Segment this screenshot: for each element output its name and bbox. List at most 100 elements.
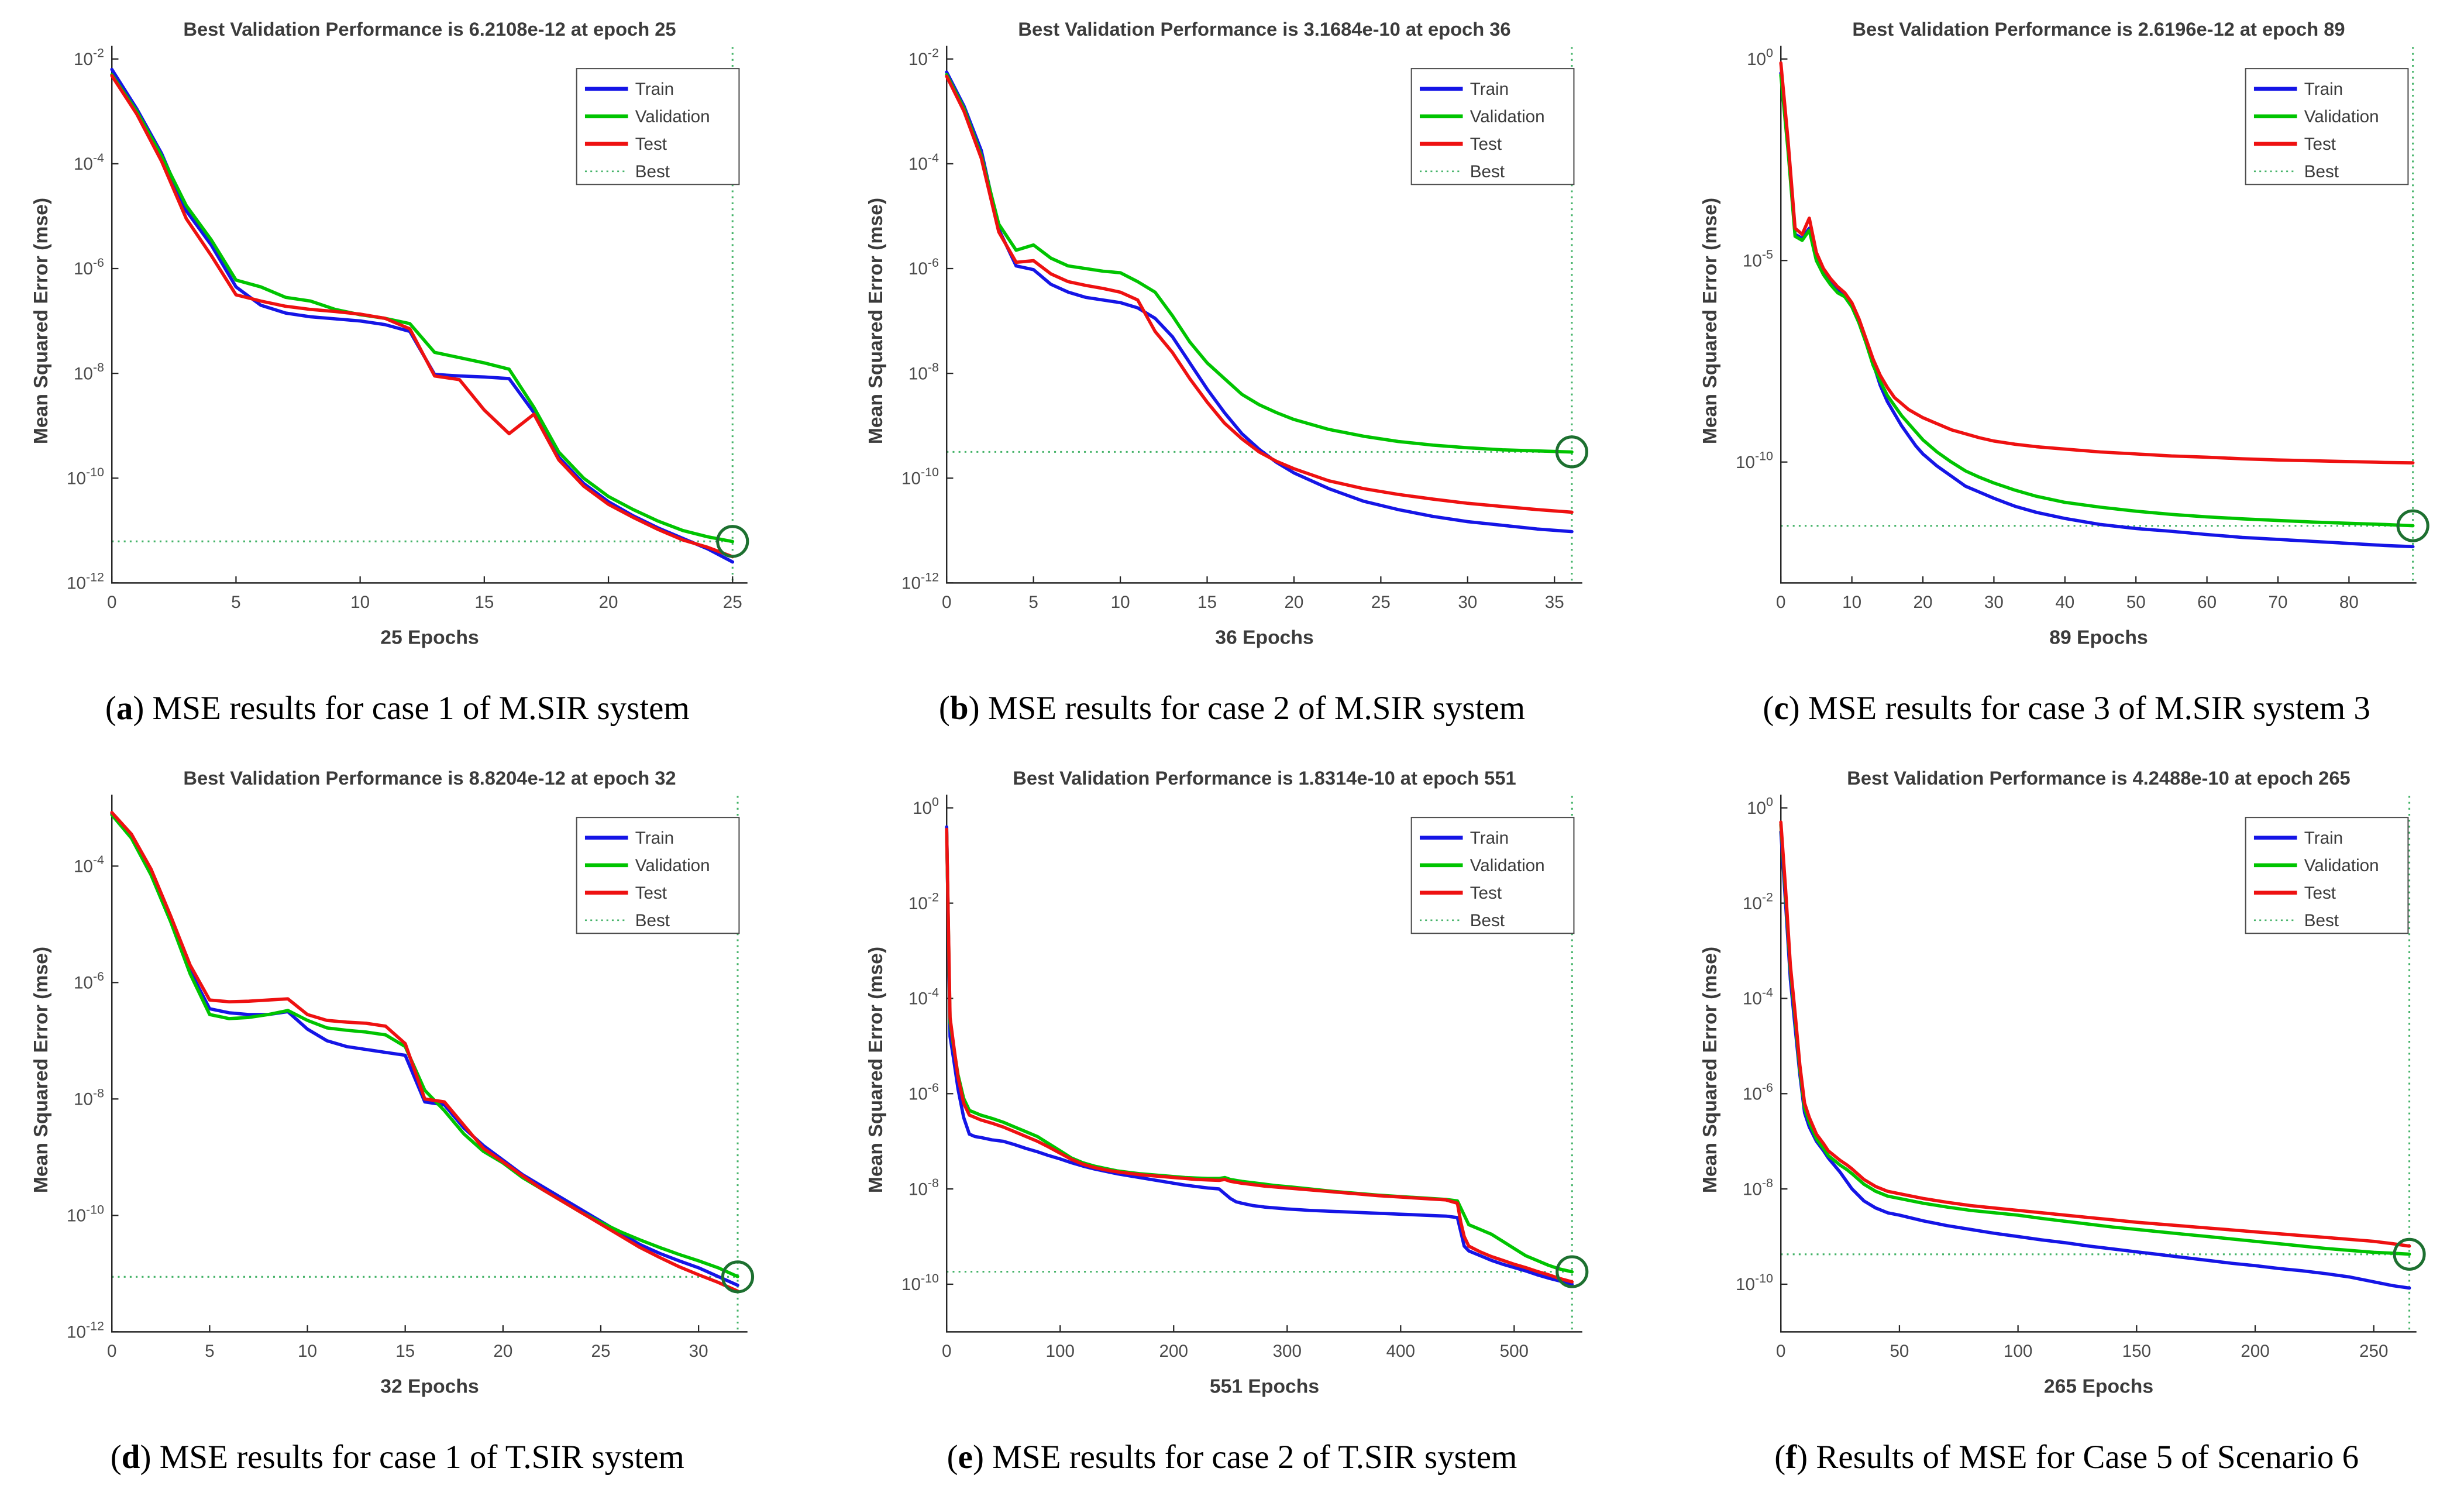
series-validation-line bbox=[110, 73, 735, 544]
chart-title: Best Validation Performance is 2.6196e-1… bbox=[1853, 18, 2345, 40]
svg-text:200: 200 bbox=[1159, 1342, 1188, 1361]
svg-text:100: 100 bbox=[1747, 795, 1773, 818]
figure-panel-c: Best Validation Performance is 2.6196e-1… bbox=[1690, 8, 2443, 757]
svg-text:250: 250 bbox=[2359, 1342, 2388, 1361]
svg-text:30: 30 bbox=[1458, 593, 1477, 612]
svg-text:10: 10 bbox=[350, 593, 370, 612]
chart-title: Best Validation Performance is 8.8204e-1… bbox=[183, 767, 676, 789]
series-test-line bbox=[110, 810, 739, 1293]
x-axis-label: 265 Epochs bbox=[2044, 1376, 2153, 1397]
svg-text:400: 400 bbox=[1386, 1342, 1415, 1361]
legend-label-train: Train bbox=[635, 828, 674, 848]
x-axis-label: 32 Epochs bbox=[380, 1376, 479, 1397]
y-axis-label: Mean Squared Error (mse) bbox=[30, 198, 52, 444]
series-train-line bbox=[1779, 830, 2411, 1290]
svg-text:10-5: 10-5 bbox=[1743, 247, 1773, 270]
svg-text:30: 30 bbox=[689, 1342, 708, 1361]
svg-text:10-8: 10-8 bbox=[1743, 1176, 1773, 1199]
legend-label-test: Test bbox=[1470, 883, 1502, 903]
figure-panel-a: Best Validation Performance is 6.2108e-1… bbox=[21, 8, 774, 757]
svg-text:10-8: 10-8 bbox=[908, 1176, 939, 1199]
svg-text:0: 0 bbox=[1776, 593, 1785, 612]
svg-text:15: 15 bbox=[474, 593, 494, 612]
svg-text:100: 100 bbox=[1747, 46, 1773, 69]
legend-label-validation: Validation bbox=[1470, 107, 1544, 126]
legend-label-test: Test bbox=[1470, 135, 1502, 154]
svg-text:10-4: 10-4 bbox=[1743, 985, 1773, 1008]
svg-text:10-2: 10-2 bbox=[74, 46, 104, 69]
best-point-marker bbox=[716, 525, 749, 558]
chart-a: Best Validation Performance is 6.2108e-1… bbox=[30, 18, 749, 648]
legend: Train Validation Test Best bbox=[1410, 817, 1575, 934]
caption-e: (e) MSE results for case 2 of T.SIR syst… bbox=[947, 1438, 1517, 1476]
chart-title: Best Validation Performance is 1.8314e-1… bbox=[1013, 767, 1516, 789]
svg-text:5: 5 bbox=[231, 593, 240, 612]
svg-text:0: 0 bbox=[942, 593, 951, 612]
svg-text:300: 300 bbox=[1272, 1342, 1301, 1361]
svg-text:25: 25 bbox=[723, 593, 742, 612]
svg-text:200: 200 bbox=[2241, 1342, 2270, 1361]
svg-text:20: 20 bbox=[1284, 593, 1303, 612]
svg-text:10-10: 10-10 bbox=[67, 465, 104, 488]
svg-text:0: 0 bbox=[1776, 1342, 1785, 1361]
caption-d: (d) MSE results for case 1 of T.SIR syst… bbox=[110, 1438, 684, 1476]
svg-text:10-6: 10-6 bbox=[74, 256, 104, 278]
svg-text:20: 20 bbox=[493, 1342, 512, 1361]
caption-b: (b) MSE results for case 2 of M.SIR syst… bbox=[938, 689, 1526, 727]
svg-text:20: 20 bbox=[1914, 593, 1933, 612]
series-validation-line bbox=[945, 830, 1574, 1274]
legend-label-best: Best bbox=[2304, 911, 2339, 930]
caption-a: (a) MSE results for case 1 of M.SIR syst… bbox=[105, 689, 690, 727]
figure-panel-e: Best Validation Performance is 1.8314e-1… bbox=[856, 757, 1609, 1506]
legend-label-best: Best bbox=[2304, 162, 2339, 181]
svg-text:15: 15 bbox=[1197, 593, 1217, 612]
svg-text:10-6: 10-6 bbox=[1743, 1081, 1773, 1103]
svg-text:10-2: 10-2 bbox=[1743, 890, 1773, 913]
chart-title: Best Validation Performance is 4.2488e-1… bbox=[1847, 767, 2351, 789]
chart-title: Best Validation Performance is 3.1684e-1… bbox=[1018, 18, 1510, 40]
x-axis-ticks: 0 50 100 150 200 250 bbox=[1776, 1325, 2389, 1361]
svg-text:10-8: 10-8 bbox=[74, 360, 104, 383]
svg-text:10-8: 10-8 bbox=[74, 1086, 104, 1109]
x-axis-ticks: 0 10 20 30 40 50 60 70 80 bbox=[1776, 576, 2359, 612]
legend: Train Validation Test Best bbox=[2245, 817, 2409, 934]
svg-text:100: 100 bbox=[913, 795, 939, 818]
caption-letter: e bbox=[958, 1438, 973, 1476]
series-test-line bbox=[945, 827, 1574, 1284]
caption-c: (c) MSE results for case 3 of M.SIR syst… bbox=[1763, 689, 2370, 727]
best-point-marker bbox=[1555, 435, 1588, 469]
svg-text:25: 25 bbox=[591, 1342, 611, 1361]
legend-label-test: Test bbox=[2304, 135, 2336, 154]
svg-text:40: 40 bbox=[2056, 593, 2075, 612]
y-axis-ticks: 10-4 10-6 10-8 10-10 10-12 bbox=[67, 853, 119, 1342]
legend-label-validation: Validation bbox=[1470, 856, 1544, 875]
legend-label-validation: Validation bbox=[2304, 856, 2379, 875]
legend-label-train: Train bbox=[635, 80, 674, 99]
svg-text:10-10: 10-10 bbox=[1736, 1271, 1773, 1294]
chart-b: Best Validation Performance is 3.1684e-1… bbox=[865, 18, 1588, 649]
chart-c: Best Validation Performance is 2.6196e-1… bbox=[1699, 18, 2430, 648]
svg-text:20: 20 bbox=[599, 593, 618, 612]
svg-text:10: 10 bbox=[298, 1342, 317, 1361]
best-point-marker bbox=[721, 1260, 755, 1294]
svg-text:10-12: 10-12 bbox=[67, 1319, 104, 1342]
chart-title: Best Validation Performance is 6.2108e-1… bbox=[183, 18, 676, 40]
legend-label-train: Train bbox=[1470, 828, 1508, 848]
x-axis-label: 89 Epochs bbox=[2050, 627, 2149, 648]
caption-text: MSE results for case 2 of M.SIR system bbox=[987, 689, 1526, 727]
y-axis-label: Mean Squared Error (mse) bbox=[865, 947, 887, 1193]
svg-text:10-10: 10-10 bbox=[67, 1202, 104, 1225]
caption-letter: a bbox=[116, 689, 133, 727]
svg-text:5: 5 bbox=[205, 1342, 214, 1361]
series-test-line bbox=[110, 74, 735, 559]
y-axis-label: Mean Squared Error (mse) bbox=[865, 198, 887, 444]
y-axis-ticks: 10-2 10-4 10-6 10-8 10-10 10-12 bbox=[901, 46, 954, 593]
y-axis-ticks: 100 10-2 10-4 10-6 10-8 10-10 bbox=[901, 795, 954, 1294]
svg-text:100: 100 bbox=[2004, 1342, 2032, 1361]
chart-d: Best Validation Performance is 8.8204e-1… bbox=[30, 767, 755, 1397]
chart-e: Best Validation Performance is 1.8314e-1… bbox=[865, 767, 1589, 1398]
svg-text:50: 50 bbox=[2126, 593, 2146, 612]
svg-text:10-6: 10-6 bbox=[908, 256, 939, 278]
svg-text:10-4: 10-4 bbox=[74, 151, 104, 174]
x-axis-ticks: 0 5 10 15 20 25 bbox=[107, 576, 742, 612]
